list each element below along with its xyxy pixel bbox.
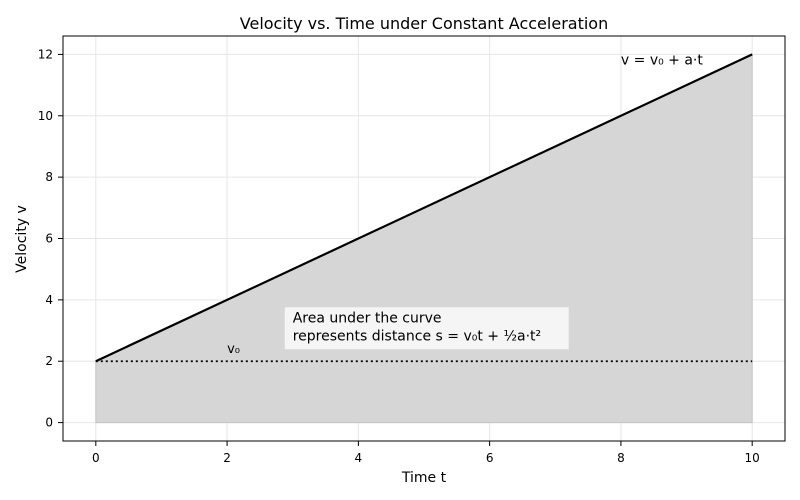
x-tick-label: 0 <box>92 451 100 465</box>
x-axis-label: Time t <box>401 470 447 486</box>
y-tick-label: 2 <box>45 354 53 368</box>
labels-group: v = v₀ + a·t v₀ Area under the curve repres… <box>227 53 703 357</box>
line-equation-label: v = v₀ + a·t <box>621 53 703 69</box>
annotation-line-1: Area under the curve <box>293 310 442 326</box>
y-axis-label: Velocity v <box>14 205 30 273</box>
x-tick-label: 6 <box>486 451 494 465</box>
y-tick-label: 4 <box>45 293 53 307</box>
velocity-line <box>95 53 753 363</box>
x-tick-label: 10 <box>745 451 760 465</box>
annotation-line-2: represents distance s = v₀t + ½a·t² <box>293 328 541 344</box>
y-tick-label: 12 <box>38 47 53 61</box>
y-tick-label: 6 <box>45 232 53 246</box>
x-tick-label: 4 <box>355 451 363 465</box>
x-tick-label: 8 <box>617 451 625 465</box>
v0-label: v₀ <box>227 342 240 357</box>
y-tick-label: 0 <box>45 416 53 430</box>
chart-title: Velocity vs. Time under Constant Acceler… <box>240 14 608 33</box>
annotation-box <box>284 307 569 350</box>
y-tick-label: 10 <box>38 109 53 123</box>
y-tick-label: 8 <box>45 170 53 184</box>
x-tick-label: 2 <box>223 451 231 465</box>
ticks-group: 0 2 4 6 8 10 0 2 4 6 8 10 12 <box>38 47 760 465</box>
series-group <box>95 53 753 363</box>
